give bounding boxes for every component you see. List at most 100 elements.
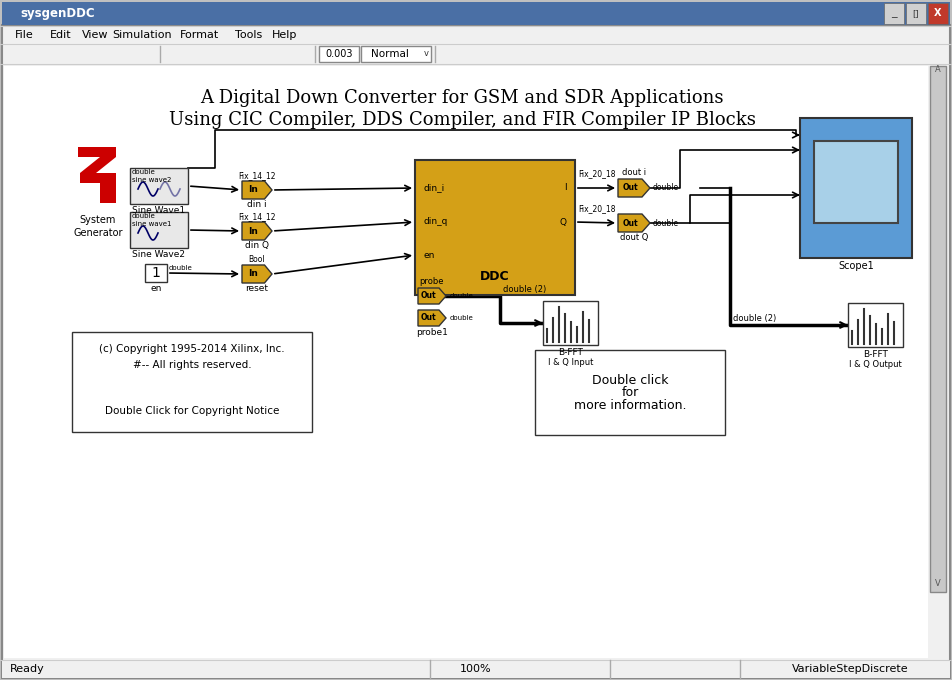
- Text: Scope1: Scope1: [838, 261, 874, 271]
- Text: Q: Q: [560, 218, 567, 226]
- Text: Out: Out: [623, 184, 638, 192]
- FancyBboxPatch shape: [928, 3, 948, 24]
- Text: din i: din i: [248, 200, 267, 209]
- Text: Double Click for Copyright Notice: Double Click for Copyright Notice: [105, 406, 279, 416]
- Text: double (2): double (2): [733, 314, 776, 323]
- Text: dout i: dout i: [622, 168, 646, 177]
- Text: sine wave2: sine wave2: [132, 177, 171, 183]
- Text: View: View: [82, 31, 109, 41]
- Text: sine wave1: sine wave1: [132, 221, 171, 227]
- Text: sysgenDDC: sysgenDDC: [20, 7, 94, 20]
- FancyBboxPatch shape: [415, 160, 575, 295]
- Text: en: en: [423, 250, 434, 260]
- FancyBboxPatch shape: [884, 3, 904, 24]
- Text: reset: reset: [246, 284, 268, 293]
- Text: din_q: din_q: [423, 218, 447, 226]
- Text: more information.: more information.: [574, 399, 686, 412]
- Text: Help: Help: [272, 31, 297, 41]
- Text: 0.003: 0.003: [326, 49, 353, 59]
- FancyBboxPatch shape: [72, 332, 312, 432]
- FancyBboxPatch shape: [361, 46, 431, 62]
- Text: double: double: [169, 265, 192, 271]
- Text: Using CIC Compiler, DDS Compiler, and FIR Compiler IP Blocks: Using CIC Compiler, DDS Compiler, and FI…: [169, 111, 756, 129]
- Polygon shape: [418, 288, 446, 304]
- Text: 1: 1: [151, 266, 161, 280]
- Text: double: double: [132, 213, 156, 219]
- Text: V: V: [935, 579, 941, 588]
- Text: double: double: [450, 315, 474, 321]
- Text: probe: probe: [420, 277, 445, 286]
- Text: A Digital Down Converter for GSM and SDR Applications: A Digital Down Converter for GSM and SDR…: [200, 89, 724, 107]
- Text: In: In: [248, 226, 258, 235]
- Text: X: X: [934, 9, 942, 18]
- Text: Fix_14_12: Fix_14_12: [238, 171, 276, 180]
- Text: din Q: din Q: [245, 241, 269, 250]
- Text: Double click: Double click: [592, 374, 668, 387]
- Polygon shape: [618, 179, 650, 197]
- FancyBboxPatch shape: [930, 66, 946, 592]
- FancyBboxPatch shape: [848, 303, 903, 347]
- Polygon shape: [78, 147, 116, 183]
- Text: for: for: [622, 386, 639, 399]
- Polygon shape: [618, 214, 650, 232]
- Polygon shape: [100, 183, 116, 203]
- Text: 100%: 100%: [460, 664, 492, 674]
- Text: []: []: [913, 9, 920, 18]
- Text: probe1: probe1: [416, 328, 448, 337]
- Text: double (2): double (2): [503, 285, 546, 294]
- Text: Sine Wave1: Sine Wave1: [132, 206, 186, 215]
- Text: Sine Wave2: Sine Wave2: [132, 250, 186, 259]
- Text: DDC: DDC: [480, 270, 510, 283]
- Text: din_i: din_i: [423, 184, 445, 192]
- FancyBboxPatch shape: [130, 168, 188, 204]
- Text: Tools: Tools: [235, 31, 262, 41]
- Text: Fix_14_12: Fix_14_12: [238, 212, 276, 221]
- Text: I & Q Output: I & Q Output: [849, 360, 902, 369]
- FancyBboxPatch shape: [2, 660, 950, 678]
- Polygon shape: [242, 265, 272, 283]
- Text: VariableStepDiscrete: VariableStepDiscrete: [792, 664, 908, 674]
- Text: A: A: [935, 65, 941, 75]
- FancyBboxPatch shape: [906, 3, 926, 24]
- Text: double: double: [450, 293, 474, 299]
- Text: B-FFT: B-FFT: [863, 350, 888, 359]
- Text: Normal: Normal: [371, 49, 409, 59]
- Text: dout Q: dout Q: [620, 233, 648, 242]
- Text: System
Generator: System Generator: [73, 215, 123, 238]
- Text: Format: Format: [180, 31, 219, 41]
- Text: en: en: [150, 284, 162, 293]
- Text: Bool: Bool: [248, 255, 266, 264]
- FancyBboxPatch shape: [145, 264, 167, 282]
- Text: In: In: [248, 186, 258, 194]
- Text: double: double: [132, 169, 156, 175]
- Text: B-FFT: B-FFT: [558, 348, 583, 357]
- Text: double: double: [653, 184, 679, 192]
- FancyBboxPatch shape: [319, 46, 359, 62]
- Text: Simulation: Simulation: [112, 31, 171, 41]
- Text: Out: Out: [421, 313, 436, 322]
- Text: Edit: Edit: [50, 31, 71, 41]
- FancyBboxPatch shape: [535, 350, 725, 435]
- FancyBboxPatch shape: [543, 301, 598, 345]
- Text: #-- All rights reserved.: #-- All rights reserved.: [132, 360, 251, 370]
- FancyBboxPatch shape: [800, 118, 912, 258]
- FancyBboxPatch shape: [2, 25, 950, 678]
- Text: Fix_20_18: Fix_20_18: [579, 169, 616, 178]
- Polygon shape: [242, 222, 272, 240]
- Text: _: _: [891, 9, 897, 18]
- Text: Ready: Ready: [10, 664, 45, 674]
- Text: Fix_20_18: Fix_20_18: [579, 204, 616, 213]
- Text: I: I: [565, 184, 567, 192]
- FancyBboxPatch shape: [2, 2, 950, 25]
- FancyBboxPatch shape: [4, 66, 928, 658]
- Text: v: v: [424, 50, 428, 58]
- Text: In: In: [248, 269, 258, 279]
- Text: File: File: [15, 31, 33, 41]
- Text: (c) Copyright 1995-2014 Xilinx, Inc.: (c) Copyright 1995-2014 Xilinx, Inc.: [99, 344, 285, 354]
- Polygon shape: [242, 181, 272, 199]
- Text: Out: Out: [623, 218, 638, 228]
- FancyBboxPatch shape: [130, 212, 188, 248]
- Text: Out: Out: [421, 292, 436, 301]
- Polygon shape: [418, 310, 446, 326]
- Text: I & Q Input: I & Q Input: [547, 358, 593, 367]
